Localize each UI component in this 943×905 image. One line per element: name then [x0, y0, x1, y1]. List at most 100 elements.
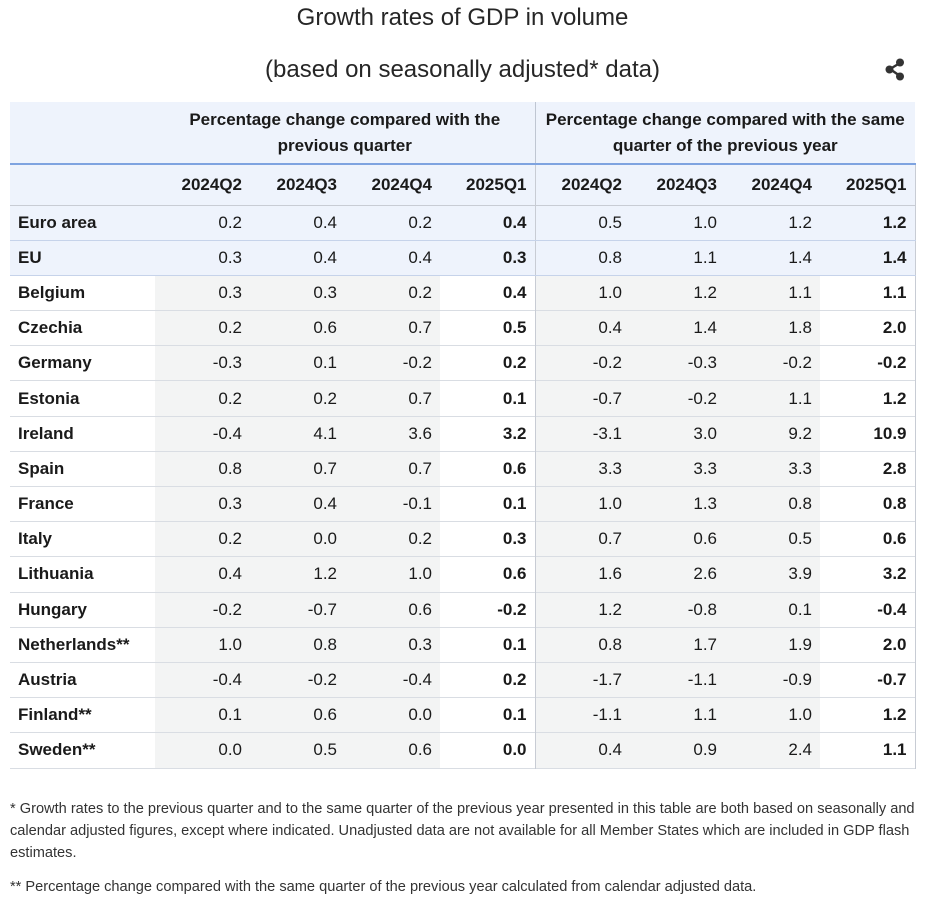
value-cell: 1.1	[630, 240, 725, 276]
value-cell: 1.1	[725, 380, 820, 417]
value-cell: 3.6	[345, 416, 440, 452]
row-label: Euro area	[10, 205, 155, 241]
value-cell: 0.1	[155, 697, 250, 733]
value-cell: 1.2	[535, 592, 630, 628]
value-cell: 0.1	[440, 697, 536, 733]
value-cell: 3.2	[440, 416, 536, 452]
row-label: Hungary	[18, 599, 87, 619]
value-cell: 0.4	[535, 732, 630, 768]
group-header-previous-year: Percentage change compared with the same…	[534, 102, 916, 165]
value-cell: -0.9	[725, 662, 820, 698]
footnote-seasonal-adjustment: * Growth rates to the previous quarter a…	[10, 801, 915, 861]
value-cell: 0.8	[820, 486, 916, 522]
value-cell: 0.2	[440, 662, 536, 698]
table-row: Hungary -0.2 -0.7 0.6 -0.2 1.2 -0.8 0.1 -0.4	[10, 592, 916, 628]
value-cell: 0.2	[250, 380, 345, 417]
value-cell: 0.4	[250, 240, 345, 276]
value-cell: 3.3	[725, 451, 820, 487]
value-cell: 0.5	[440, 310, 536, 346]
value-cell: 0.3	[155, 486, 250, 522]
value-cell: 0.1	[250, 345, 345, 381]
value-cell: 0.3	[345, 627, 440, 663]
value-cell: 0.6	[630, 521, 725, 557]
gdp-growth-table: Percentage change compared with the prev…	[10, 102, 916, 769]
value-cell: -1.7	[535, 662, 630, 698]
value-cell: 0.3	[155, 240, 250, 276]
table-row: Finland** 0.1 0.6 0.0 0.1 -1.1 1.1 1.0 1.2	[10, 697, 916, 733]
row-label: Austria	[18, 670, 77, 690]
value-cell: -0.2	[535, 345, 630, 381]
value-cell: 1.2	[630, 275, 725, 311]
value-cell: 0.3	[440, 240, 536, 276]
value-cell: 0.2	[345, 521, 440, 557]
value-cell: 0.1	[440, 486, 536, 522]
value-cell: 0.4	[440, 275, 536, 311]
row-label: Sweden**	[18, 740, 96, 760]
period-header-row: 2024Q2 2024Q3 2024Q4 2025Q1 2024Q2 2024Q3 2024…	[10, 164, 916, 206]
value-cell: 0.8	[535, 627, 630, 663]
value-cell: 3.2	[820, 556, 916, 593]
value-cell: -0.2	[820, 345, 916, 381]
value-cell: 0.1	[440, 380, 536, 417]
table-row: Austria -0.4 -0.2 -0.4 0.2 -1.7 -1.1 -0.9 -0.7	[10, 662, 916, 698]
value-cell: 0.4	[440, 205, 536, 241]
value-cell: -0.4	[345, 662, 440, 698]
value-cell: -1.1	[630, 662, 725, 698]
table-row: Lithuania 0.4 1.2 1.0 0.6 1.6 2.6 3.9 3.2	[10, 556, 916, 593]
value-cell: 1.9	[725, 627, 820, 663]
value-cell: 2.0	[820, 310, 916, 346]
value-cell: 0.8	[155, 451, 250, 487]
corner-cell	[10, 102, 155, 165]
row-label: Spain	[18, 458, 65, 478]
table-row: Estonia 0.2 0.2 0.7 0.1 -0.7 -0.2 1.1 1.2	[10, 380, 916, 417]
value-cell: 1.1	[820, 732, 916, 768]
value-cell: 1.3	[630, 486, 725, 522]
value-cell: 0.4	[345, 240, 440, 276]
value-cell: 1.0	[535, 486, 630, 522]
value-cell: -0.3	[155, 345, 250, 381]
value-cell: -3.1	[535, 416, 630, 452]
period-header-qoq-2024q3: 2024Q3	[250, 164, 345, 206]
value-cell: 2.4	[725, 732, 820, 768]
value-cell: 0.9	[630, 732, 725, 768]
table-row: France 0.3 0.4 -0.1 0.1 1.0 1.3 0.8 0.8	[10, 486, 916, 522]
share-icon[interactable]	[880, 55, 910, 85]
value-cell: 0.7	[535, 521, 630, 557]
value-cell: 1.2	[820, 205, 916, 241]
value-cell: -0.2	[630, 380, 725, 417]
period-header-qoq-2024q4: 2024Q4	[345, 164, 440, 206]
value-cell: 0.7	[345, 310, 440, 346]
value-cell: -0.2	[725, 345, 820, 381]
value-cell: 2.6	[630, 556, 725, 593]
value-cell: -0.2	[345, 345, 440, 381]
period-header-yoy-2024q2: 2024Q2	[534, 164, 630, 206]
value-cell: 1.0	[535, 275, 630, 311]
value-cell: 0.2	[345, 275, 440, 311]
value-cell: -0.7	[535, 380, 630, 417]
value-cell: 3.9	[725, 556, 820, 593]
value-cell: 1.1	[820, 275, 916, 311]
row-label: Germany	[18, 353, 92, 373]
value-cell: 1.2	[820, 380, 916, 417]
row-label: France	[18, 494, 74, 514]
value-cell: 2.8	[820, 451, 916, 487]
value-cell: 0.7	[345, 380, 440, 417]
value-cell: -0.7	[250, 592, 345, 628]
table-row: Belgium 0.3 0.3 0.2 0.4 1.0 1.2 1.1 1.1	[10, 275, 916, 311]
period-header-yoy-2024q3: 2024Q3	[630, 164, 725, 206]
table-row: Italy 0.2 0.0 0.2 0.3 0.7 0.6 0.5 0.6	[10, 521, 916, 557]
value-cell: -0.4	[155, 416, 250, 452]
value-cell: 0.4	[250, 205, 345, 241]
value-cell: 0.2	[155, 380, 250, 417]
row-label: Czechia	[18, 318, 83, 338]
table-row: Ireland -0.4 4.1 3.6 3.2 -3.1 3.0 9.2 10.9	[10, 416, 916, 452]
value-cell: 0.8	[725, 486, 820, 522]
value-cell: 4.1	[250, 416, 345, 452]
row-label: Lithuania	[18, 564, 94, 584]
period-header-qoq-2025q1: 2025Q1	[440, 164, 536, 206]
value-cell: 0.7	[345, 451, 440, 487]
chart-subtitle: (based on seasonally adjusted* data)	[265, 56, 660, 83]
value-cell: 1.4	[820, 240, 916, 276]
chart-title: Growth rates of GDP in volume	[296, 4, 629, 31]
group-header-row: Percentage change compared with the prev…	[10, 102, 916, 165]
